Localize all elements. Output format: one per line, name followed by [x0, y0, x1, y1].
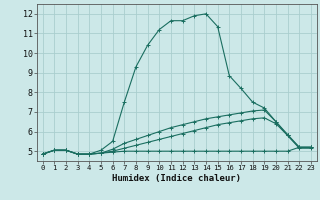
X-axis label: Humidex (Indice chaleur): Humidex (Indice chaleur) — [112, 174, 241, 183]
